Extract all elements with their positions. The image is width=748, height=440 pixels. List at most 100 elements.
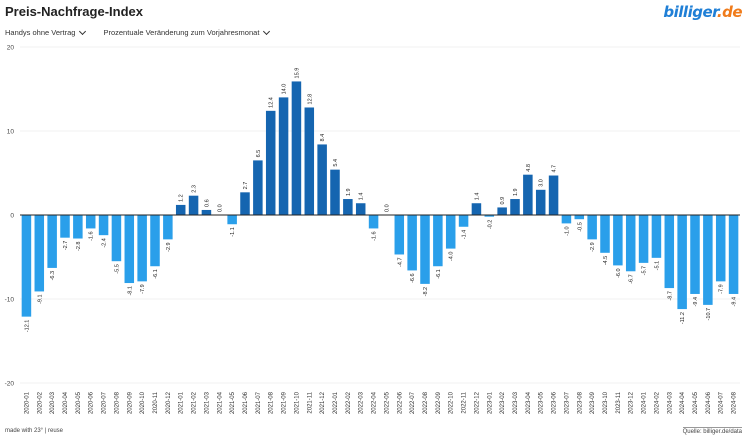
bar [613, 215, 623, 266]
y-tick-label: 10 [7, 129, 15, 136]
bar [150, 215, 160, 267]
x-tick-label: 2023-10 [603, 391, 609, 414]
data-label: -0.2 [487, 220, 493, 229]
footer-credit: made with 23° | reuse [5, 428, 63, 434]
bar [728, 215, 739, 294]
x-tick-label: 2021-11 [307, 391, 313, 413]
x-tick-label: 2024-03 [667, 391, 673, 414]
x-tick-label: 2023-02 [500, 391, 506, 414]
x-tick-label: 2024-05 [693, 391, 699, 414]
x-tick-label: 2024-07 [719, 391, 725, 414]
x-tick-label: 2022-08 [423, 391, 429, 414]
data-label: -1.1 [230, 227, 236, 236]
data-label: -8.7 [667, 291, 673, 300]
bar [343, 199, 353, 215]
data-label: -6.0 [616, 268, 622, 277]
data-label: 6.5 [256, 150, 262, 158]
x-tick-label: 2021-08 [269, 391, 275, 414]
x-tick-label: 2023-09 [590, 391, 596, 414]
data-label: -6.1 [153, 269, 159, 278]
bar [253, 160, 263, 215]
x-tick-label: 2020-12 [166, 391, 172, 414]
x-tick-label: 2020-11 [153, 391, 159, 413]
x-tick-label: 2022-10 [449, 391, 455, 414]
x-tick-label: 2022-01 [333, 391, 339, 414]
bar [471, 203, 482, 215]
bar [407, 215, 417, 271]
x-tick-label: 2022-02 [346, 391, 352, 414]
bar [163, 215, 173, 240]
x-tick-label: 2023-01 [487, 391, 493, 414]
data-label: -2.9 [590, 242, 596, 251]
data-label: -6.3 [50, 271, 56, 280]
metric-dropdown-label: Prozentuale Veränderung zum Vorjahresmon… [103, 28, 260, 37]
bar [47, 215, 57, 268]
logo-main-text: billiger [663, 3, 717, 21]
data-label: 12.4 [269, 97, 275, 108]
data-label: -8.2 [423, 287, 429, 296]
bar [497, 207, 507, 215]
data-label: -5.1 [654, 261, 660, 270]
data-label: 8.4 [320, 134, 326, 142]
bar [98, 215, 109, 236]
data-label: -5.5 [114, 264, 120, 273]
x-tick-label: 2022-07 [410, 391, 416, 414]
data-label: 4.7 [552, 165, 558, 173]
y-tick-label: 0 [10, 213, 14, 220]
data-label: -1.4 [462, 230, 468, 239]
chart-controls: Handys ohne Vertrag Prozentuale Veränder… [5, 27, 271, 37]
bar [368, 215, 379, 229]
bar [73, 215, 83, 239]
x-tick-label: 2020-07 [102, 391, 108, 414]
data-label: 12.8 [307, 94, 313, 105]
bar [227, 215, 237, 225]
bar [574, 215, 585, 220]
x-tick-label: 2022-04 [372, 391, 378, 414]
x-tick-label: 2024-04 [680, 391, 686, 414]
data-label: 1.9 [346, 188, 352, 196]
x-tick-label: 2021-03 [204, 391, 210, 414]
data-label: -7.9 [719, 284, 725, 293]
x-tick-label: 2024-08 [732, 391, 738, 414]
x-tick-label: 2021-01 [179, 391, 185, 414]
billiger-logo: billiger.de [663, 3, 742, 21]
data-label: 2.3 [192, 185, 198, 193]
bar [124, 215, 135, 284]
bar [690, 215, 700, 294]
data-label: -6.6 [410, 273, 416, 282]
data-label: -1.6 [89, 231, 95, 240]
bar [651, 215, 662, 258]
data-label: 1.9 [513, 188, 519, 196]
x-tick-label: 2020-04 [63, 391, 69, 414]
x-tick-label: 2020-02 [37, 391, 43, 414]
data-label: -4.7 [397, 257, 403, 266]
data-label: 0.6 [204, 199, 210, 207]
x-tick-label: 2023-06 [552, 391, 558, 414]
x-tick-label: 2020-08 [114, 391, 120, 414]
bar [291, 81, 302, 215]
bar [638, 215, 649, 263]
bar [420, 215, 430, 284]
x-tick-label: 2021-04 [217, 391, 223, 414]
bar [458, 215, 469, 227]
category-dropdown[interactable]: Handys ohne Vertrag [5, 27, 87, 37]
x-tick-label: 2023-07 [564, 391, 570, 414]
data-label: -11.2 [680, 312, 686, 324]
x-tick-label: 2020-06 [89, 391, 95, 414]
x-tick-label: 2021-12 [320, 391, 326, 414]
x-tick-label: 2020-03 [50, 391, 56, 414]
data-label: -7.9 [140, 284, 146, 293]
bar [535, 189, 546, 215]
bar [265, 110, 276, 215]
bar [561, 215, 572, 224]
x-tick-label: 2021-10 [294, 391, 300, 414]
x-tick-label: 2023-03 [513, 391, 519, 414]
bar [21, 215, 32, 317]
bar [715, 215, 726, 282]
bar [523, 174, 533, 215]
metric-dropdown[interactable]: Prozentuale Veränderung zum Vorjahresmon… [103, 27, 271, 37]
data-label: -12.1 [24, 320, 30, 333]
data-label: -1.6 [372, 231, 378, 240]
y-tick-label: -10 [5, 297, 15, 304]
